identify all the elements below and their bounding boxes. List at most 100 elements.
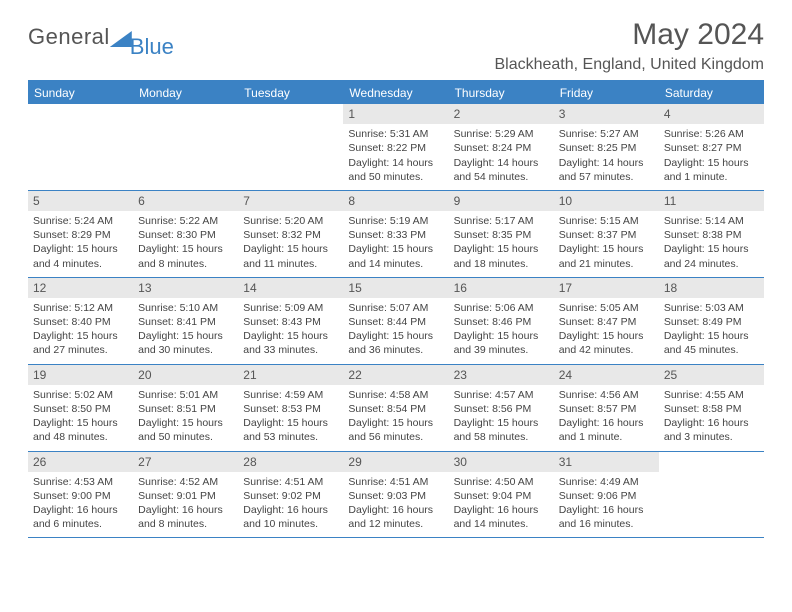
sunrise-text: Sunrise: 4:53 AM bbox=[33, 475, 128, 489]
day-cell: 28Sunrise: 4:51 AMSunset: 9:02 PMDayligh… bbox=[238, 452, 343, 538]
day-number: 28 bbox=[238, 452, 343, 472]
week-row: 0001Sunrise: 5:31 AMSunset: 8:22 PMDayli… bbox=[28, 104, 764, 191]
day-cell: 19Sunrise: 5:02 AMSunset: 8:50 PMDayligh… bbox=[28, 365, 133, 451]
sunrise-text: Sunrise: 5:05 AM bbox=[559, 301, 654, 315]
sunset-text: Sunset: 8:57 PM bbox=[559, 402, 654, 416]
empty-cell: 0 bbox=[28, 104, 133, 190]
sunset-text: Sunset: 8:38 PM bbox=[664, 228, 759, 242]
sunset-text: Sunset: 8:49 PM bbox=[664, 315, 759, 329]
sunset-text: Sunset: 8:29 PM bbox=[33, 228, 128, 242]
day-number: 6 bbox=[133, 191, 238, 211]
day-number: 10 bbox=[554, 191, 659, 211]
sunrise-text: Sunrise: 5:24 AM bbox=[33, 214, 128, 228]
sunset-text: Sunset: 8:41 PM bbox=[138, 315, 233, 329]
sunrise-text: Sunrise: 5:20 AM bbox=[243, 214, 338, 228]
weekday-header: Monday bbox=[133, 82, 238, 104]
sunrise-text: Sunrise: 4:51 AM bbox=[243, 475, 338, 489]
day-number: 1 bbox=[343, 104, 448, 124]
day-number: 5 bbox=[28, 191, 133, 211]
sunrise-text: Sunrise: 5:10 AM bbox=[138, 301, 233, 315]
day-cell: 6Sunrise: 5:22 AMSunset: 8:30 PMDaylight… bbox=[133, 191, 238, 277]
sunrise-text: Sunrise: 5:27 AM bbox=[559, 127, 654, 141]
sunset-text: Sunset: 9:00 PM bbox=[33, 489, 128, 503]
day-cell: 3Sunrise: 5:27 AMSunset: 8:25 PMDaylight… bbox=[554, 104, 659, 190]
weekday-header: Friday bbox=[554, 82, 659, 104]
logo-word2: Blue bbox=[130, 34, 174, 60]
daylight-text: Daylight: 14 hours and 54 minutes. bbox=[454, 156, 549, 184]
title-block: May 2024 Blackheath, England, United Kin… bbox=[494, 18, 764, 74]
day-number: 22 bbox=[343, 365, 448, 385]
sunset-text: Sunset: 9:01 PM bbox=[138, 489, 233, 503]
daylight-text: Daylight: 16 hours and 16 minutes. bbox=[559, 503, 654, 531]
day-cell: 24Sunrise: 4:56 AMSunset: 8:57 PMDayligh… bbox=[554, 365, 659, 451]
day-cell: 12Sunrise: 5:12 AMSunset: 8:40 PMDayligh… bbox=[28, 278, 133, 364]
sunrise-text: Sunrise: 4:56 AM bbox=[559, 388, 654, 402]
sunset-text: Sunset: 8:33 PM bbox=[348, 228, 443, 242]
day-number: 16 bbox=[449, 278, 554, 298]
day-number: 26 bbox=[28, 452, 133, 472]
weeks-container: 0001Sunrise: 5:31 AMSunset: 8:22 PMDayli… bbox=[28, 104, 764, 538]
sunrise-text: Sunrise: 5:19 AM bbox=[348, 214, 443, 228]
daylight-text: Daylight: 15 hours and 11 minutes. bbox=[243, 242, 338, 270]
day-cell: 31Sunrise: 4:49 AMSunset: 9:06 PMDayligh… bbox=[554, 452, 659, 538]
sunset-text: Sunset: 8:30 PM bbox=[138, 228, 233, 242]
week-row: 12Sunrise: 5:12 AMSunset: 8:40 PMDayligh… bbox=[28, 278, 764, 365]
day-number: 8 bbox=[343, 191, 448, 211]
sunrise-text: Sunrise: 4:51 AM bbox=[348, 475, 443, 489]
sunrise-text: Sunrise: 5:09 AM bbox=[243, 301, 338, 315]
day-cell: 4Sunrise: 5:26 AMSunset: 8:27 PMDaylight… bbox=[659, 104, 764, 190]
sunset-text: Sunset: 9:03 PM bbox=[348, 489, 443, 503]
week-row: 19Sunrise: 5:02 AMSunset: 8:50 PMDayligh… bbox=[28, 365, 764, 452]
sunrise-text: Sunrise: 5:01 AM bbox=[138, 388, 233, 402]
sunset-text: Sunset: 8:22 PM bbox=[348, 141, 443, 155]
daylight-text: Daylight: 15 hours and 30 minutes. bbox=[138, 329, 233, 357]
sunset-text: Sunset: 8:35 PM bbox=[454, 228, 549, 242]
header: General Blue May 2024 Blackheath, Englan… bbox=[28, 18, 764, 74]
day-number: 24 bbox=[554, 365, 659, 385]
daylight-text: Daylight: 15 hours and 18 minutes. bbox=[454, 242, 549, 270]
sunrise-text: Sunrise: 4:50 AM bbox=[454, 475, 549, 489]
week-row: 26 Sunrise: 4:53 AMSunset: 9:00 PM Dayligh… bbox=[28, 452, 764, 539]
day-cell: 22Sunrise: 4:58 AMSunset: 8:54 PMDayligh… bbox=[343, 365, 448, 451]
sunset-text: Sunset: 8:58 PM bbox=[664, 402, 759, 416]
sunrise-text: Sunrise: 5:12 AM bbox=[33, 301, 128, 315]
day-cell: 23Sunrise: 4:57 AMSunset: 8:56 PMDayligh… bbox=[449, 365, 554, 451]
sunset-text: Sunset: 8:47 PM bbox=[559, 315, 654, 329]
day-cell: 8Sunrise: 5:19 AMSunset: 8:33 PMDaylight… bbox=[343, 191, 448, 277]
calendar: SundayMondayTuesdayWednesdayThursdayFrid… bbox=[28, 80, 764, 538]
daylight-text: Daylight: 14 hours and 57 minutes. bbox=[559, 156, 654, 184]
sunset-text: Sunset: 8:44 PM bbox=[348, 315, 443, 329]
day-cell: 16Sunrise: 5:06 AMSunset: 8:46 PMDayligh… bbox=[449, 278, 554, 364]
daylight-text: Daylight: 15 hours and 39 minutes. bbox=[454, 329, 549, 357]
day-cell: 29Sunrise: 4:51 AMSunset: 9:03 PMDayligh… bbox=[343, 452, 448, 538]
day-number: 30 bbox=[449, 452, 554, 472]
sunset-text: Sunset: 8:37 PM bbox=[559, 228, 654, 242]
day-number: 27 bbox=[133, 452, 238, 472]
day-number: 3 bbox=[554, 104, 659, 124]
daylight-text: Daylight: 16 hours and 14 minutes. bbox=[454, 503, 549, 531]
day-cell: 9Sunrise: 5:17 AMSunset: 8:35 PMDaylight… bbox=[449, 191, 554, 277]
sunrise-text: Sunrise: 5:22 AM bbox=[138, 214, 233, 228]
daylight-text: Daylight: 15 hours and 58 minutes. bbox=[454, 416, 549, 444]
daylight-text: Daylight: 15 hours and 50 minutes. bbox=[138, 416, 233, 444]
day-number: 13 bbox=[133, 278, 238, 298]
daylight-text: Daylight: 15 hours and 45 minutes. bbox=[664, 329, 759, 357]
day-number: 7 bbox=[238, 191, 343, 211]
day-number: 19 bbox=[28, 365, 133, 385]
sunrise-text: Sunrise: 4:49 AM bbox=[559, 475, 654, 489]
sunrise-text: Sunrise: 5:26 AM bbox=[664, 127, 759, 141]
daylight-text: Daylight: 15 hours and 1 minute. bbox=[664, 156, 759, 184]
sunrise-text: Sunrise: 5:07 AM bbox=[348, 301, 443, 315]
daylight-text: Daylight: 15 hours and 27 minutes. bbox=[33, 329, 128, 357]
day-cell: 13 Sunrise: 5:10 AMSunset: 8:41 PMDayligh… bbox=[133, 278, 238, 364]
week-row: 5 Sunrise: 5:24 AMSunset: 8:29 PM Daylight… bbox=[28, 191, 764, 278]
day-cell: 18Sunrise: 5:03 AMSunset: 8:49 PMDayligh… bbox=[659, 278, 764, 364]
empty-cell: 0 bbox=[238, 104, 343, 190]
day-cell: 17Sunrise: 5:05 AMSunset: 8:47 PMDayligh… bbox=[554, 278, 659, 364]
weekday-header: Tuesday bbox=[238, 82, 343, 104]
day-cell: 20Sunrise: 5:01 AMSunset: 8:51 PMDayligh… bbox=[133, 365, 238, 451]
daylight-text: Daylight: 15 hours and 24 minutes. bbox=[664, 242, 759, 270]
day-number: 25 bbox=[659, 365, 764, 385]
day-number: 12 bbox=[28, 278, 133, 298]
day-cell: 14Sunrise: 5:09 AMSunset: 8:43 PMDayligh… bbox=[238, 278, 343, 364]
